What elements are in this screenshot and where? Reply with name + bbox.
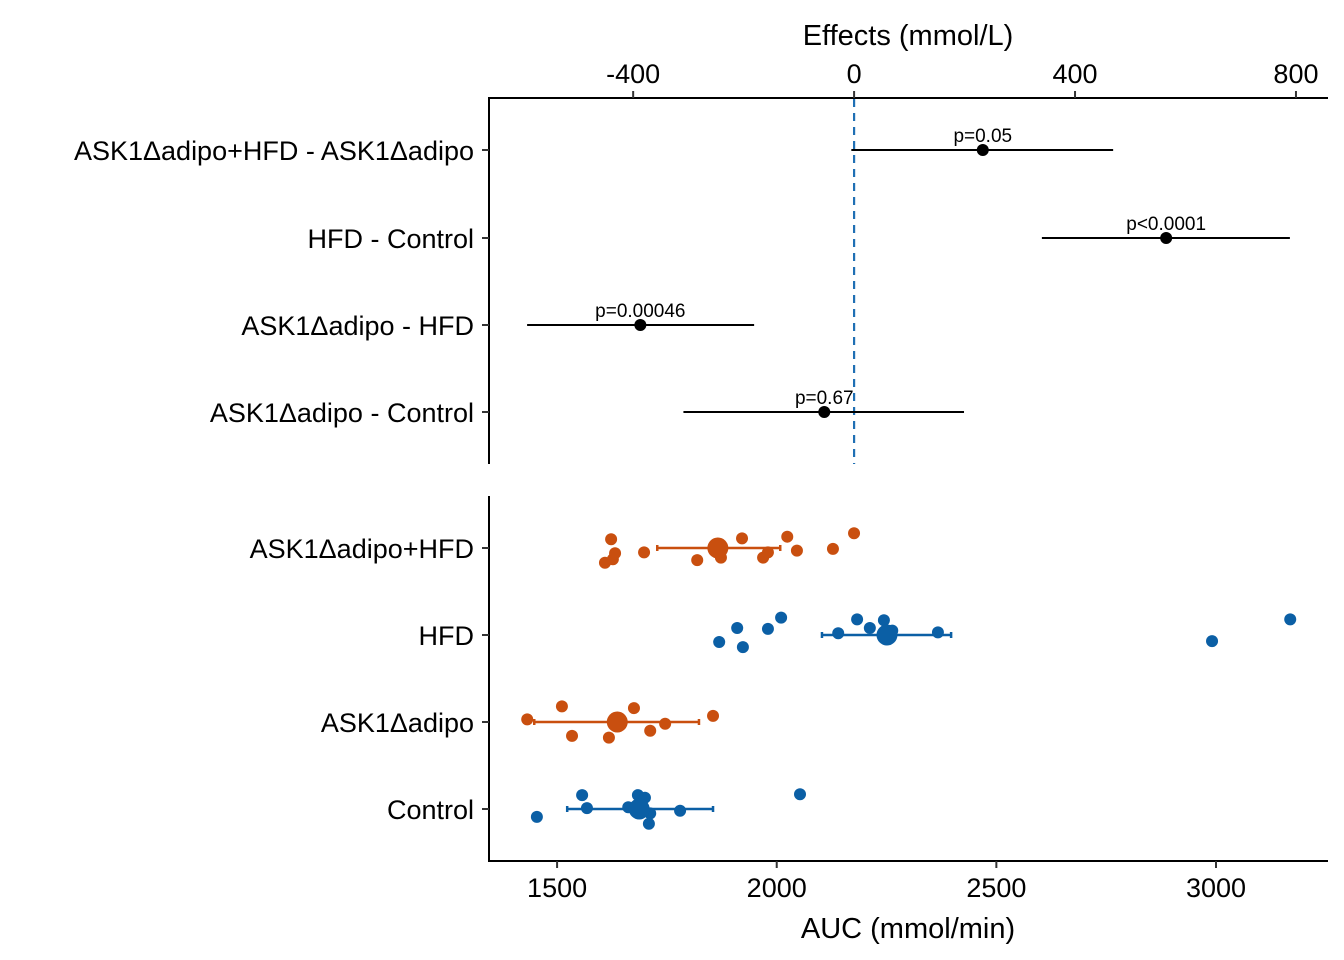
data-point xyxy=(521,713,534,726)
data-point xyxy=(555,700,568,713)
bottom-x-tick-label: 2000 xyxy=(747,873,807,903)
top-x-tick-label: 0 xyxy=(847,59,862,89)
bottom-y-tick-label: ASK1Δadipo xyxy=(321,708,474,738)
forest-rows: p=0.05 p<0.0001 p=0.00046 p=0.67 xyxy=(527,126,1290,418)
group-ask1-adipo-hfd xyxy=(598,527,861,569)
data-point xyxy=(602,731,615,744)
data-point xyxy=(691,554,704,567)
bottom-y-tick-label: Control xyxy=(387,795,474,825)
group-points xyxy=(521,527,1297,830)
data-point xyxy=(659,717,672,730)
data-point xyxy=(713,635,726,648)
data-point xyxy=(863,622,876,635)
estimate-point xyxy=(818,406,831,418)
top-x-ticks: -400 0 400 800 xyxy=(606,59,1318,98)
bottom-y-tick-label: HFD xyxy=(419,621,475,651)
data-point xyxy=(566,729,579,742)
forest-row: p<0.0001 xyxy=(1041,214,1290,244)
bottom-x-tick-label: 3000 xyxy=(1186,873,1246,903)
group-control xyxy=(530,788,807,830)
data-point xyxy=(638,546,651,559)
top-panel-effects: -400 0 400 800 ASK1Δadipo+HFD - ASK1Δadipo H… xyxy=(74,20,1328,464)
data-point xyxy=(848,527,861,540)
p-value-label: p=0.00046 xyxy=(595,301,685,322)
group-ask1-adipo xyxy=(521,700,720,744)
data-point xyxy=(530,810,543,823)
data-point xyxy=(736,532,749,545)
estimate-point xyxy=(634,319,647,331)
data-point xyxy=(644,724,657,737)
data-point xyxy=(731,622,744,635)
data-point xyxy=(877,614,890,627)
bottom-x-ticks: 1500 2000 2500 3000 xyxy=(527,861,1246,903)
data-point xyxy=(642,817,655,830)
data-point xyxy=(736,641,749,654)
data-point xyxy=(794,788,807,801)
p-value-label: p=0.05 xyxy=(953,126,1012,147)
mean-point xyxy=(707,537,729,559)
data-point xyxy=(580,802,593,815)
top-x-tick-label: 400 xyxy=(1052,59,1097,89)
data-point xyxy=(761,546,774,559)
data-point xyxy=(609,547,622,560)
p-value-label: p<0.0001 xyxy=(1126,214,1206,235)
data-point xyxy=(761,622,774,635)
data-point xyxy=(707,709,720,722)
data-point xyxy=(674,804,687,817)
bottom-x-axis-title: AUC (mmol/min) xyxy=(801,913,1015,945)
data-point xyxy=(1206,635,1219,648)
data-point xyxy=(781,530,794,543)
forest-row: p=0.05 xyxy=(851,126,1114,156)
forest-row: p=0.67 xyxy=(683,388,965,418)
data-point xyxy=(627,702,640,715)
data-point xyxy=(931,626,944,639)
bottom-y-ticks: ASK1Δadipo+HFD HFD ASK1Δadipo Control xyxy=(250,534,489,825)
group-hfd xyxy=(713,611,1297,654)
mean-point xyxy=(876,624,898,646)
top-x-tick-label: 800 xyxy=(1273,59,1318,89)
mean-point xyxy=(628,798,650,820)
bottom-x-tick-label: 1500 xyxy=(527,873,587,903)
data-point xyxy=(605,533,618,546)
mean-point xyxy=(606,711,628,733)
top-y-tick-label: ASK1Δadipo - HFD xyxy=(241,311,474,341)
data-point xyxy=(851,613,864,626)
data-point xyxy=(576,789,589,802)
data-point xyxy=(790,544,803,557)
p-value-label: p=0.67 xyxy=(795,388,854,409)
data-point xyxy=(775,611,788,624)
top-y-tick-label: ASK1Δadipo - Control xyxy=(210,398,474,428)
bottom-panel-auc: 1500 2000 2500 3000 ASK1Δadipo+HFDHFDASK1Δa… xyxy=(250,496,1328,945)
data-point xyxy=(832,627,845,640)
estimate-point xyxy=(976,144,989,156)
top-y-tick-label: ASK1Δadipo+HFD - ASK1Δadipo xyxy=(74,136,474,166)
estimate-point xyxy=(1160,232,1173,244)
top-x-axis-title: Effects (mmol/L) xyxy=(803,20,1014,52)
forest-row: p=0.00046 xyxy=(527,301,755,331)
top-x-tick-label: -400 xyxy=(606,59,660,89)
data-point xyxy=(1284,613,1297,626)
data-point xyxy=(826,542,839,555)
top-y-tick-label: HFD - Control xyxy=(307,224,474,254)
bottom-x-tick-label: 2500 xyxy=(966,873,1026,903)
top-y-ticks: ASK1Δadipo+HFD - ASK1Δadipo HFD - Control… xyxy=(74,136,489,428)
bottom-y-tick-label: ASK1Δadipo+HFD xyxy=(250,534,474,564)
